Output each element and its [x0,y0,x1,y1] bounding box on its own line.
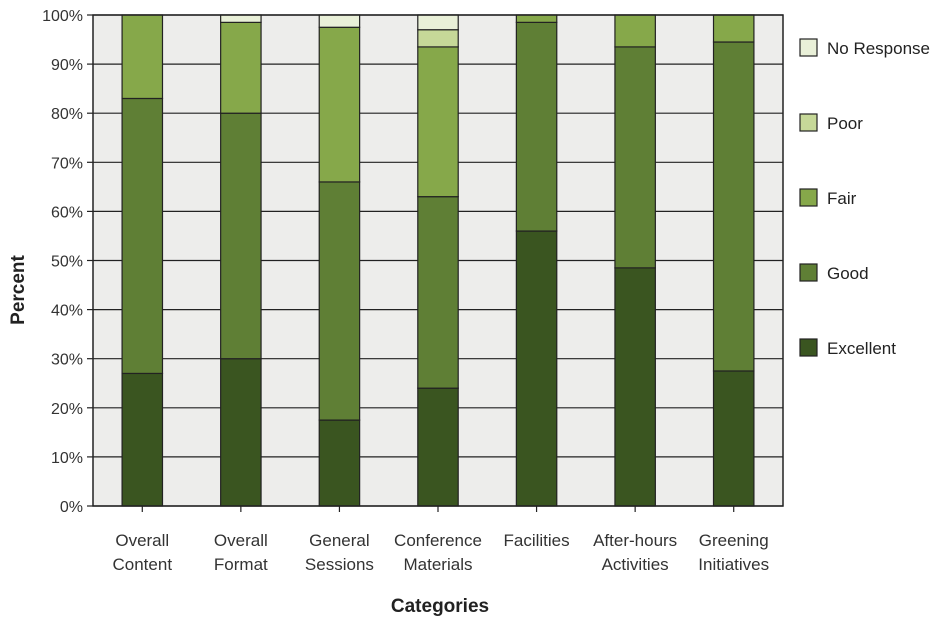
bar-segment-excellent [515,230,558,507]
y-tick-labels: 0% 10% 20% 30% 40% 50% 60% 70% 80% 90% 100% [42,8,93,516]
bar-segment-good [614,46,656,269]
bar-segment-no-response [417,14,459,31]
legend-label: Good [827,264,869,283]
x-tick-label: Facilities [504,531,570,550]
legend-label: Poor [827,114,863,133]
bar-segment-fair [121,14,164,100]
bar-segment-good [121,97,164,375]
bar-segment-no-response [318,14,361,28]
bar-segment-fair [318,26,361,183]
y-tick-label: 0% [60,499,83,516]
legend-swatch [799,188,818,207]
bar-segment-excellent [712,370,755,507]
bar-segment-good [220,112,262,360]
bar-segment-fair [515,14,558,23]
bar-segment-good [515,21,558,232]
y-tick-label: 40% [51,303,83,320]
bar-segment-excellent [318,419,361,507]
bar-segment-no-response [220,14,262,23]
legend-label: No Response [827,39,930,58]
bar-segment-fair [417,46,459,198]
y-tick-label: 60% [51,204,83,221]
y-tick-label: 50% [51,254,83,271]
x-tick-labels: Overall Content Overall Format General Sessio… [113,506,769,574]
y-tick-label: 80% [51,106,83,123]
legend-swatch [799,263,818,282]
x-tick-label: After-hours Activities [593,531,677,574]
bar-segment-excellent [614,267,656,507]
legend-swatch [799,338,818,357]
bar-segment-excellent [121,372,164,507]
bar-segment-fair [220,21,262,114]
legend-swatch [799,38,818,57]
bar-segment-good [417,196,459,389]
bar-segment-good [318,181,361,421]
y-tick-label: 20% [51,401,83,418]
y-tick-label: 100% [42,8,83,25]
x-tick-label: Greening Initiatives [698,531,769,574]
x-tick-label: Overall Content [113,531,173,574]
bar-segment-fair [712,14,755,43]
legend-swatch [799,113,818,132]
bar-segment-poor [417,29,459,48]
legend-label: Excellent [827,339,896,358]
y-axis-title: Percent [8,254,29,324]
bar-segment-excellent [220,358,262,507]
bar-segment-good [712,41,755,372]
y-tick-label: 30% [51,352,83,369]
y-tick-label: 10% [51,450,83,467]
bar-segment-fair [614,14,656,48]
bar-segment-excellent [417,387,459,507]
legend-label: Fair [827,189,857,208]
bars [121,14,755,507]
y-tick-label: 90% [51,57,83,74]
x-tick-label: Overall Format [214,531,268,574]
y-tick-label: 70% [51,155,83,172]
x-tick-label: General Sessions [305,531,374,574]
x-axis-title: Categories [391,596,489,617]
x-tick-label: Conference Materials [394,531,482,574]
legend: No Response Poor Fair Good Excellent [799,38,930,358]
